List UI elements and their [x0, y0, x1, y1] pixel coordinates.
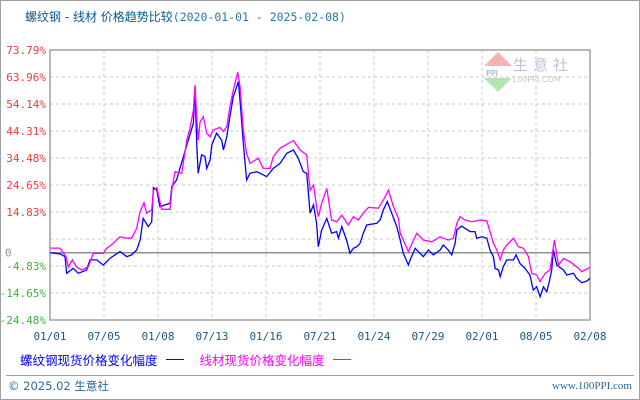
- y-tick-label: 54.14%: [6, 98, 46, 111]
- footer-copyright: © 2025.02 生意社: [8, 379, 109, 393]
- x-tick-label: 01/24: [357, 330, 390, 343]
- x-tick-label: 02/01: [465, 330, 498, 343]
- legend: 螺纹钢现货价格变化幅度 线材现货价格变化幅度: [20, 350, 367, 369]
- y-tick-label: -4.83%: [6, 260, 46, 273]
- legend-label-rebar: 螺纹钢现货价格变化幅度: [20, 353, 158, 368]
- x-tick-label: 08/05: [519, 330, 552, 343]
- legend-swatch-wire-rod: [332, 359, 351, 360]
- x-tick-label: 07/29: [411, 330, 444, 343]
- watermark-sub: 100PPI.COM: [512, 75, 561, 84]
- series-line-rebar: [50, 81, 591, 299]
- x-tick-label: 07/05: [87, 330, 120, 343]
- x-tick-label: 07/21: [303, 330, 336, 343]
- x-tick-label: 07/13: [195, 330, 228, 343]
- y-tick-label: 14.83%: [6, 206, 46, 219]
- y-tick-label: 73.79%: [6, 44, 46, 57]
- series-group: [50, 72, 591, 299]
- x-axis-labels: 01/01 07/05 01/08 07/13 01/16 07/21 01/24 07/29…: [33, 330, 606, 343]
- watermark-logo: PPI: [484, 52, 512, 92]
- title-main: 螺纹钢 - 线材 价格趋势比较: [25, 10, 173, 24]
- x-tick-label: 01/16: [249, 330, 282, 343]
- y-tick-label: 44.31%: [6, 125, 46, 138]
- grid: [50, 50, 590, 320]
- y-axis-labels: 73.79% 63.96% 54.14% 44.31% 34.48% 24.65% 14.8…: [0, 44, 46, 327]
- y-tick-label: 24.65%: [6, 179, 46, 192]
- x-tick-label: 02/08: [573, 330, 606, 343]
- y-tick-label: -24.48%: [0, 314, 46, 327]
- watermark-brand: 生意社: [513, 56, 574, 74]
- legend-label-wire-rod: 线材现货价格变化幅度: [199, 353, 325, 368]
- axes: [49, 49, 591, 321]
- series-line-wire-rod: [50, 72, 591, 283]
- x-tick-label: 01/08: [141, 330, 174, 343]
- footer-site-link[interactable]: www.100PPI.com: [552, 380, 632, 392]
- y-tick-label: -14.65%: [0, 287, 46, 300]
- watermark-logo-text: PPI: [486, 69, 498, 78]
- y-tick-label: 63.96%: [6, 71, 46, 84]
- y-tick-label: 34.48%: [6, 152, 46, 165]
- footer-divider: [6, 375, 634, 376]
- legend-swatch-rebar: [165, 359, 184, 360]
- title-date-range: (2020-01-01 - 2025-02-08): [172, 10, 346, 24]
- x-tick-label: 01/01: [33, 330, 66, 343]
- chart-title: 螺纹钢 - 线材 价格趋势比较(2020-01-01 - 2025-02-08): [25, 8, 346, 25]
- y-tick-label: 0: [5, 247, 12, 260]
- plot-border: [49, 49, 591, 321]
